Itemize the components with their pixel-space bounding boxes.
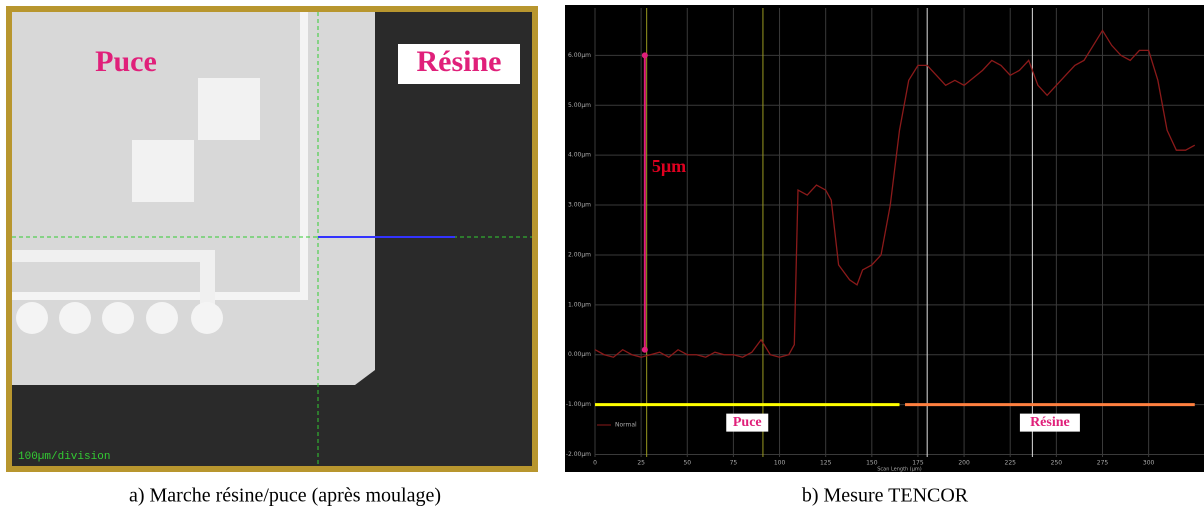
- range-label: Résine: [1030, 415, 1070, 430]
- range-label: Puce: [733, 415, 762, 430]
- range-label-box: [726, 413, 769, 432]
- profile-line: [594, 29, 1196, 359]
- caption: a) Marche résine/puce (après moulage): [129, 485, 441, 507]
- bond-pads: [16, 302, 223, 334]
- x-tick-label: 275: [1097, 460, 1109, 467]
- chip-track: [12, 250, 215, 310]
- x-tick-label: 150: [866, 460, 878, 467]
- x-tick-label: 225: [1005, 460, 1017, 467]
- y-tick-label: 1.00µm: [568, 301, 591, 308]
- label: Résine: [417, 45, 502, 78]
- y-tick-label: -1.00µm: [566, 401, 591, 408]
- x-tick-label: 0: [593, 460, 597, 467]
- label: Puce: [95, 45, 157, 78]
- step-end: [641, 52, 648, 59]
- x-tick-label: 250: [1051, 460, 1063, 467]
- x-tick-label: 50: [683, 460, 691, 467]
- y-tick-label: 0.00µm: [568, 351, 591, 358]
- x-tick-label: 100: [774, 460, 786, 467]
- step-end: [641, 346, 648, 353]
- step-label: 5µm: [652, 156, 686, 176]
- x-tick-label: 125: [820, 460, 832, 467]
- caption: b) Mesure TENCOR: [802, 485, 969, 507]
- y-tick-label: 2.00µm: [568, 251, 591, 258]
- pad: [132, 140, 194, 202]
- legend-entry: Normal: [615, 422, 637, 429]
- x-tick-label: 300: [1143, 460, 1155, 467]
- pad: [198, 78, 260, 140]
- micrograph: Puce Résine 100µm/division: [6, 6, 538, 472]
- x-tick-label: 25: [637, 460, 645, 467]
- x-axis-label: Scan Length (µm): [877, 467, 922, 473]
- x-tick-label: 75: [730, 460, 738, 467]
- y-tick-label: 6.00µm: [568, 52, 591, 59]
- y-tick-label: 3.00µm: [568, 202, 591, 209]
- label-box: [398, 44, 520, 84]
- y-tick-label: -2.00µm: [566, 451, 591, 458]
- range-label-box: [1019, 413, 1080, 432]
- y-tick-label: 5.00µm: [568, 102, 591, 109]
- x-tick-label: 175: [912, 460, 924, 467]
- y-tick-label: 4.00µm: [568, 152, 591, 159]
- x-tick-label: 200: [958, 460, 970, 467]
- scale-label: 100µm/division: [18, 451, 110, 463]
